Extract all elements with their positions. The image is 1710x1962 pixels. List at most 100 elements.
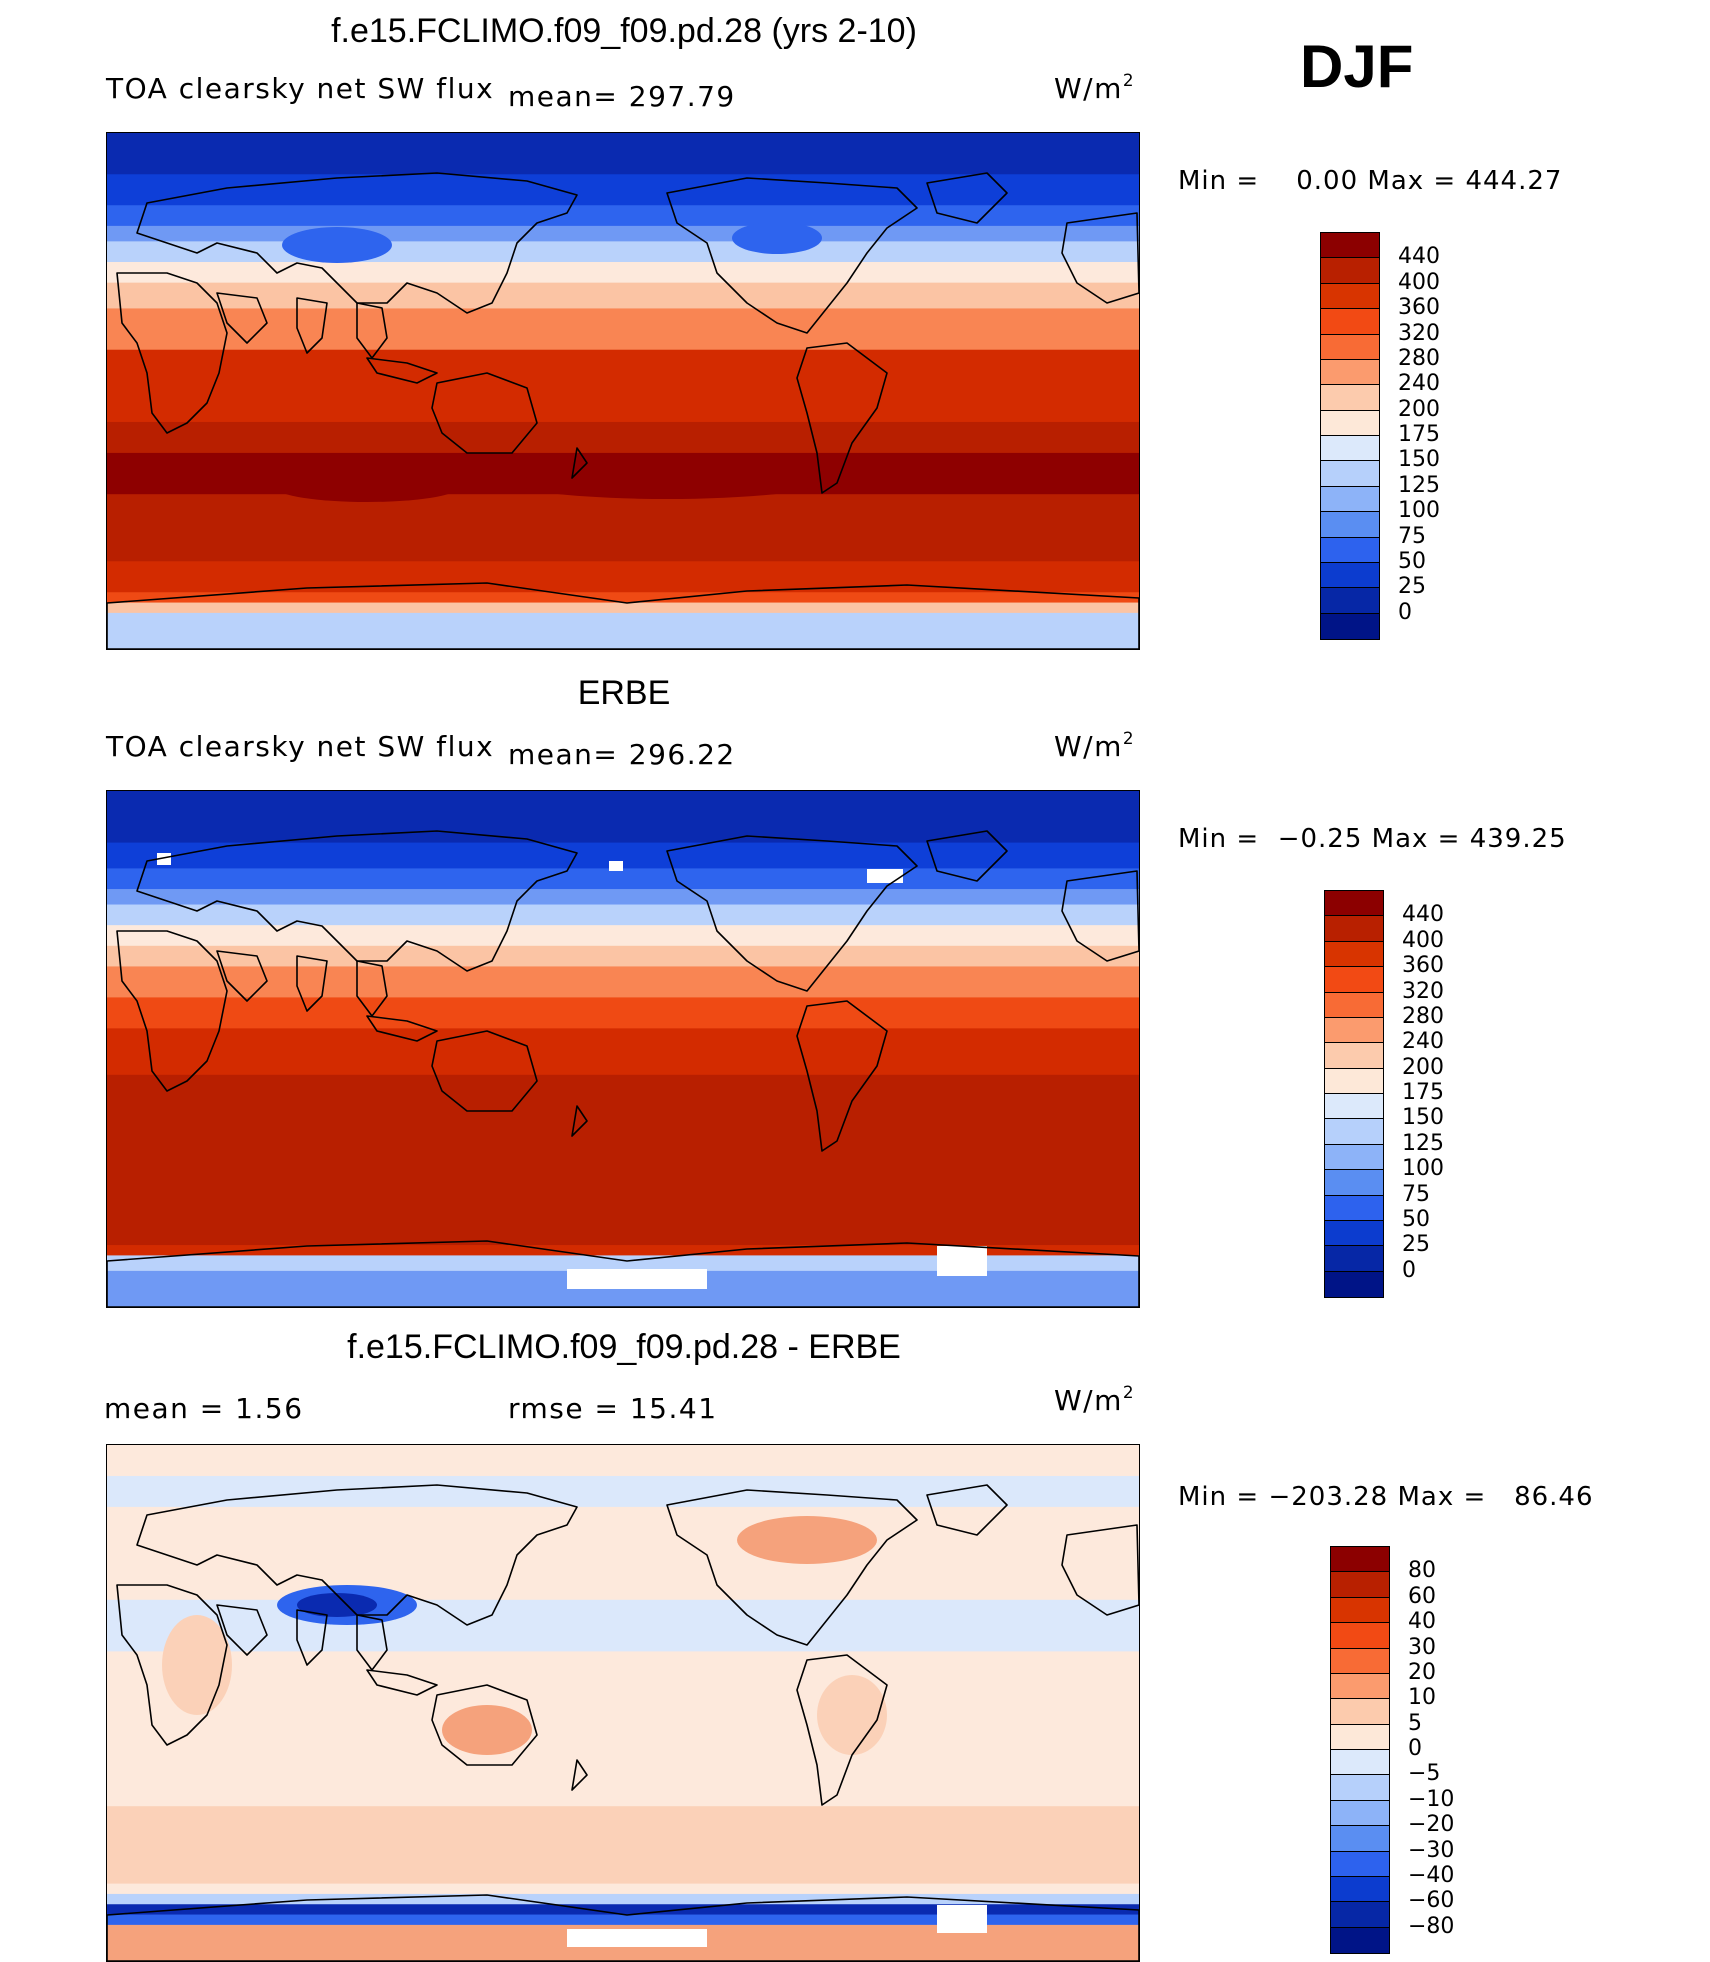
panel-title-obs: ERBE (577, 674, 671, 712)
coastline (356, 1614, 388, 1671)
field-feature (162, 1615, 232, 1715)
color-band (107, 1074, 1139, 1246)
field-feature (867, 869, 903, 883)
color-band (107, 889, 1139, 906)
colorbar-tick-label: 30 (1408, 1634, 1436, 1660)
map-obs (106, 790, 1140, 1308)
coastline (431, 372, 538, 454)
colorbar-tick-label: 175 (1402, 1080, 1444, 1105)
color-band (107, 421, 1139, 454)
colorbar-tick-label: 125 (1402, 1130, 1444, 1156)
colorbar-swatch (1325, 1017, 1383, 1044)
color-band (107, 133, 1139, 175)
color-band (107, 592, 1139, 604)
colorbar-swatch (1321, 385, 1379, 411)
color-band (107, 966, 1139, 998)
field-feature (732, 222, 822, 254)
colorbar-swatch (1325, 1119, 1383, 1145)
color-band (107, 1506, 1139, 1601)
colorbar-swatch (1331, 1851, 1389, 1877)
colorbar-swatch (1321, 562, 1379, 589)
coastline (356, 302, 388, 359)
colorbar-tick-label: 75 (1402, 1181, 1430, 1207)
color-band (107, 205, 1139, 227)
color-band (107, 1651, 1139, 1807)
colorbar-swatch (1331, 1800, 1389, 1827)
colorbar-swatch (1325, 916, 1383, 942)
colorbar-tick-label: 10 (1408, 1685, 1436, 1711)
coastline (431, 1684, 538, 1766)
colorbar-swatch (1321, 537, 1379, 563)
coastline (107, 582, 1139, 649)
colorbar-tick-label: 360 (1402, 953, 1444, 979)
colorbar-tick-label: 75 (1398, 523, 1426, 549)
colorbar-tick-label: −60 (1408, 1888, 1455, 1914)
field-feature (297, 1593, 377, 1617)
coastline (116, 272, 228, 434)
colorbar-swatch (1331, 1673, 1389, 1700)
colorbar-tick-label: 0 (1408, 1736, 1422, 1761)
color-band (107, 282, 1139, 309)
coastline (431, 1030, 538, 1112)
coastline (571, 447, 588, 479)
colorbar-swatch (1325, 1195, 1383, 1221)
field-feature (937, 1246, 987, 1276)
colorbar-tick-label: 200 (1398, 396, 1440, 422)
panel-mean-value: mean= 297.79 (508, 80, 736, 113)
colorbar-swatch (1321, 613, 1379, 639)
color-band (107, 1883, 1139, 1895)
color-band (107, 997, 1139, 1029)
coastline (796, 1654, 888, 1806)
coastline (926, 1484, 1008, 1536)
colorbar-tick-label: 0 (1402, 1257, 1416, 1283)
colorbar-tick-label: 50 (1398, 548, 1426, 574)
coastline (1061, 212, 1139, 304)
colorbar-swatch (1331, 1597, 1389, 1624)
field-feature (737, 1516, 877, 1564)
colorbar-tick-label: 280 (1402, 1003, 1444, 1029)
coastline (216, 292, 268, 344)
colorbar-tick-label: −30 (1408, 1837, 1455, 1863)
color-band (107, 868, 1139, 890)
field-feature (567, 1269, 707, 1289)
coastline (926, 830, 1008, 882)
colorbar-tick-label: 400 (1398, 269, 1440, 295)
color-band (107, 1914, 1139, 1926)
colorbar-swatch (1331, 1572, 1389, 1598)
panel-title-model: f.e15.FCLIMO.f09_f09.pd.28 (yrs 2-10) (331, 12, 917, 50)
colorbar-tick-label: −80 (1408, 1913, 1455, 1939)
colorbar-swatch (1321, 359, 1379, 386)
color-band (107, 612, 1139, 649)
colorbar-swatch (1331, 1699, 1389, 1725)
color-band (107, 1255, 1139, 1272)
colorbar-swatch (1325, 1170, 1383, 1196)
color-band (107, 494, 1139, 562)
color-band (107, 925, 1139, 947)
colorbar-tick-label: 100 (1402, 1156, 1444, 1182)
panel-units: W/m2 (1054, 1382, 1136, 1417)
colorbar-swatch (1331, 1547, 1389, 1573)
colorbar-tick-label: 360 (1398, 295, 1440, 321)
coastline (136, 172, 578, 314)
color-band (107, 349, 1139, 423)
coastline (296, 955, 328, 1012)
coastline (366, 357, 438, 384)
color-band (107, 1028, 1139, 1076)
colorbar-tick-label: 280 (1398, 345, 1440, 371)
color-band (107, 1599, 1139, 1652)
colorbar-tick-label: 60 (1408, 1583, 1436, 1609)
colorbar-swatch (1321, 258, 1379, 284)
colorbar-tick-label: 20 (1408, 1659, 1436, 1685)
colorbar-tick-label: 125 (1398, 472, 1440, 498)
field-feature (517, 467, 817, 499)
field-feature (442, 1705, 532, 1755)
colorbar-tick-label: −5 (1408, 1761, 1441, 1787)
colorbar-tick-label: 150 (1402, 1105, 1444, 1131)
field-feature (977, 466, 1137, 490)
coastline (1061, 870, 1139, 962)
colorbar-swatch (1325, 967, 1383, 993)
colorbar-swatch (1331, 1902, 1389, 1928)
coastline (296, 1609, 328, 1666)
color-band (107, 791, 1139, 844)
colorbar-swatch (1321, 486, 1379, 513)
